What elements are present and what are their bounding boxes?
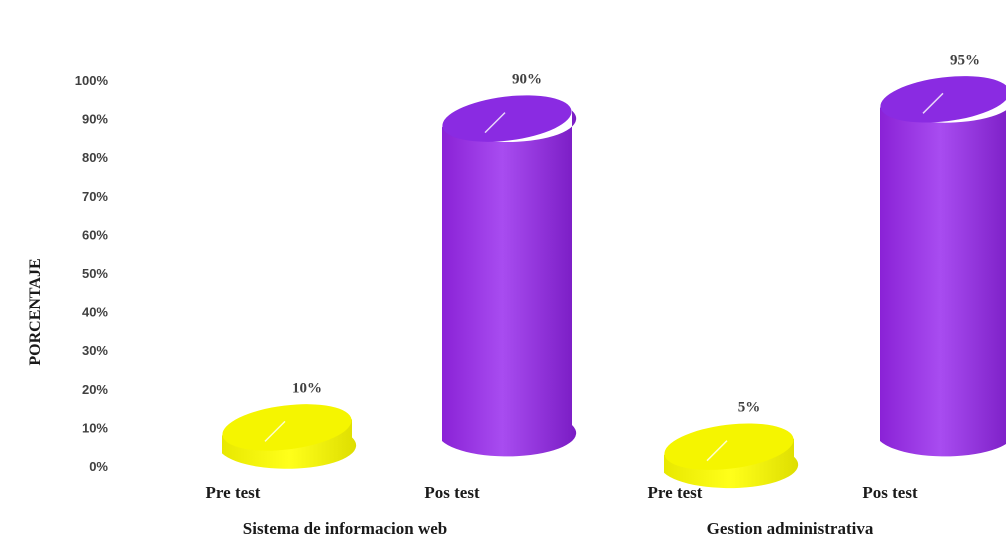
bar <box>442 95 577 457</box>
y-tick-label: 80% <box>82 150 108 165</box>
category-labels: Pre test Pos test Pre test Pos test <box>206 483 918 502</box>
bar-top <box>222 404 352 451</box>
category-label: Pre test <box>206 483 261 502</box>
y-tick-label: 20% <box>82 382 108 397</box>
bar-highlight <box>264 420 286 442</box>
y-tick-label: 10% <box>82 420 108 435</box>
category-label: Pos test <box>424 483 480 502</box>
category-label: Pos test <box>862 483 918 502</box>
bar-top <box>442 95 572 142</box>
bar-highlight <box>484 112 506 134</box>
y-tick-label: 70% <box>82 189 108 204</box>
data-label: 10% <box>292 380 322 396</box>
category-label: Pre test <box>648 483 703 502</box>
y-tick-label: 50% <box>82 266 108 281</box>
y-tick-label: 0% <box>89 459 108 474</box>
bar-highlight <box>706 440 728 462</box>
y-tick-label: 100% <box>75 73 109 88</box>
group-labels: Sistema de informacion web Gestion admini… <box>243 519 874 538</box>
bar-top <box>664 423 794 470</box>
bar-body <box>442 110 577 457</box>
y-axis-title: PORCENTAJE <box>27 258 44 365</box>
bar <box>222 404 357 469</box>
y-axis-ticks: 0% 10% 20% 30% 40% 50% 60% 70% 80% 90% 100% <box>75 73 109 474</box>
bar <box>664 423 799 489</box>
y-tick-label: 60% <box>82 227 108 242</box>
y-tick-label: 90% <box>82 112 108 127</box>
group-label: Sistema de informacion web <box>243 519 447 538</box>
bars-layer: 10% 90% 5% 95% <box>222 52 1006 489</box>
y-tick-label: 30% <box>82 343 108 358</box>
group-label: Gestion administrativa <box>707 519 874 538</box>
bar-body <box>880 107 1006 457</box>
data-label: 5% <box>738 400 761 416</box>
data-label: 95% <box>950 52 980 68</box>
y-tick-label: 40% <box>82 305 108 320</box>
bar-highlight <box>922 92 944 114</box>
data-label: 90% <box>512 72 542 88</box>
bar-top <box>880 76 1006 123</box>
bar <box>880 76 1006 457</box>
